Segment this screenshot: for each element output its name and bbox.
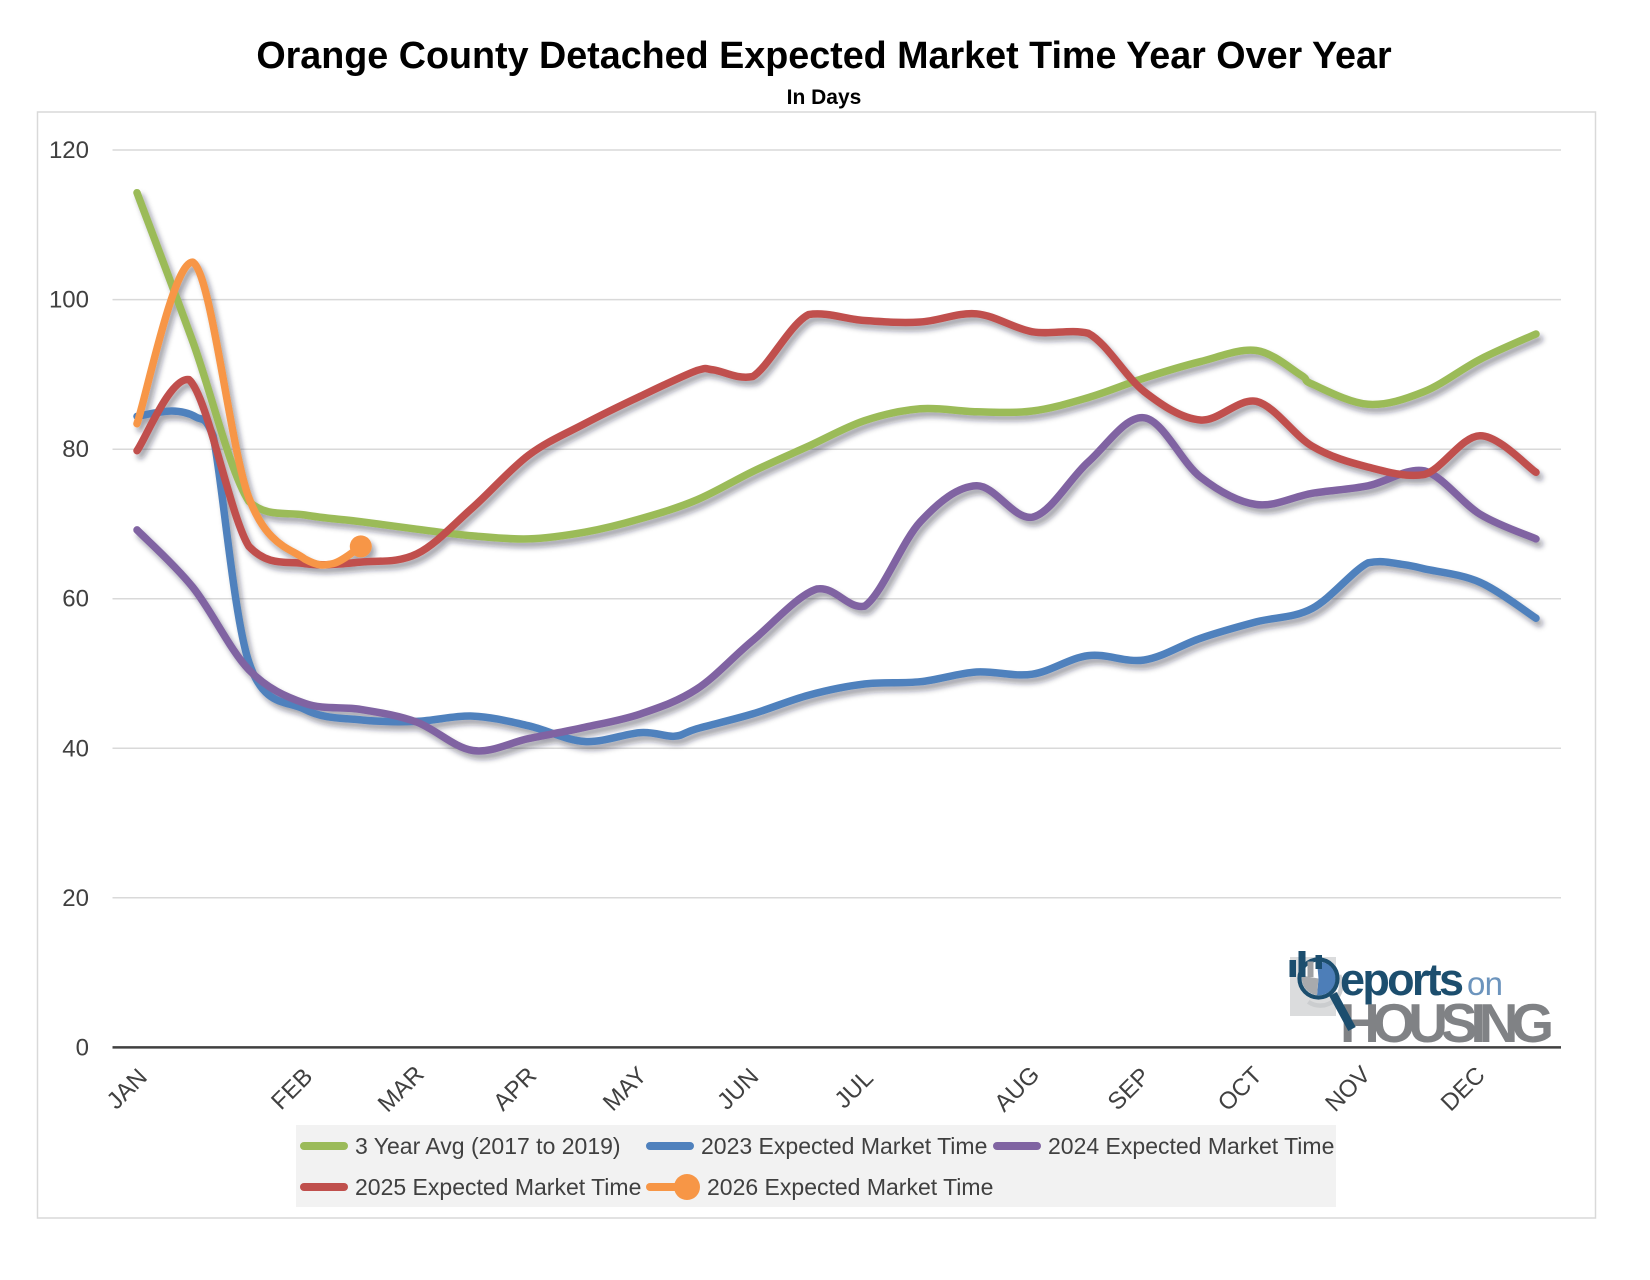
- svg-text:2026 Expected Market Time: 2026 Expected Market Time: [707, 1174, 993, 1200]
- svg-text:100: 100: [49, 287, 89, 314]
- svg-text:2025 Expected Market Time: 2025 Expected Market Time: [355, 1174, 641, 1200]
- svg-text:on: on: [1467, 965, 1503, 1002]
- svg-text:120: 120: [49, 137, 89, 164]
- svg-text:80: 80: [62, 436, 89, 463]
- svg-text:3 Year Avg (2017 to 2019): 3 Year Avg (2017 to 2019): [355, 1133, 621, 1159]
- svg-text:eports: eports: [1340, 954, 1464, 1005]
- svg-text:2023 Expected Market Time: 2023 Expected Market Time: [701, 1133, 987, 1159]
- svg-text:0: 0: [76, 1034, 89, 1061]
- svg-text:40: 40: [62, 735, 89, 762]
- svg-text:HOUSING: HOUSING: [1340, 992, 1554, 1054]
- svg-text:60: 60: [62, 586, 89, 613]
- svg-text:20: 20: [62, 885, 89, 912]
- svg-text:Orange County Detached Expecte: Orange County Detached Expected Market T…: [256, 34, 1392, 76]
- svg-text:2024 Expected Market Time: 2024 Expected Market Time: [1048, 1133, 1334, 1159]
- svg-text:In Days: In Days: [787, 86, 862, 109]
